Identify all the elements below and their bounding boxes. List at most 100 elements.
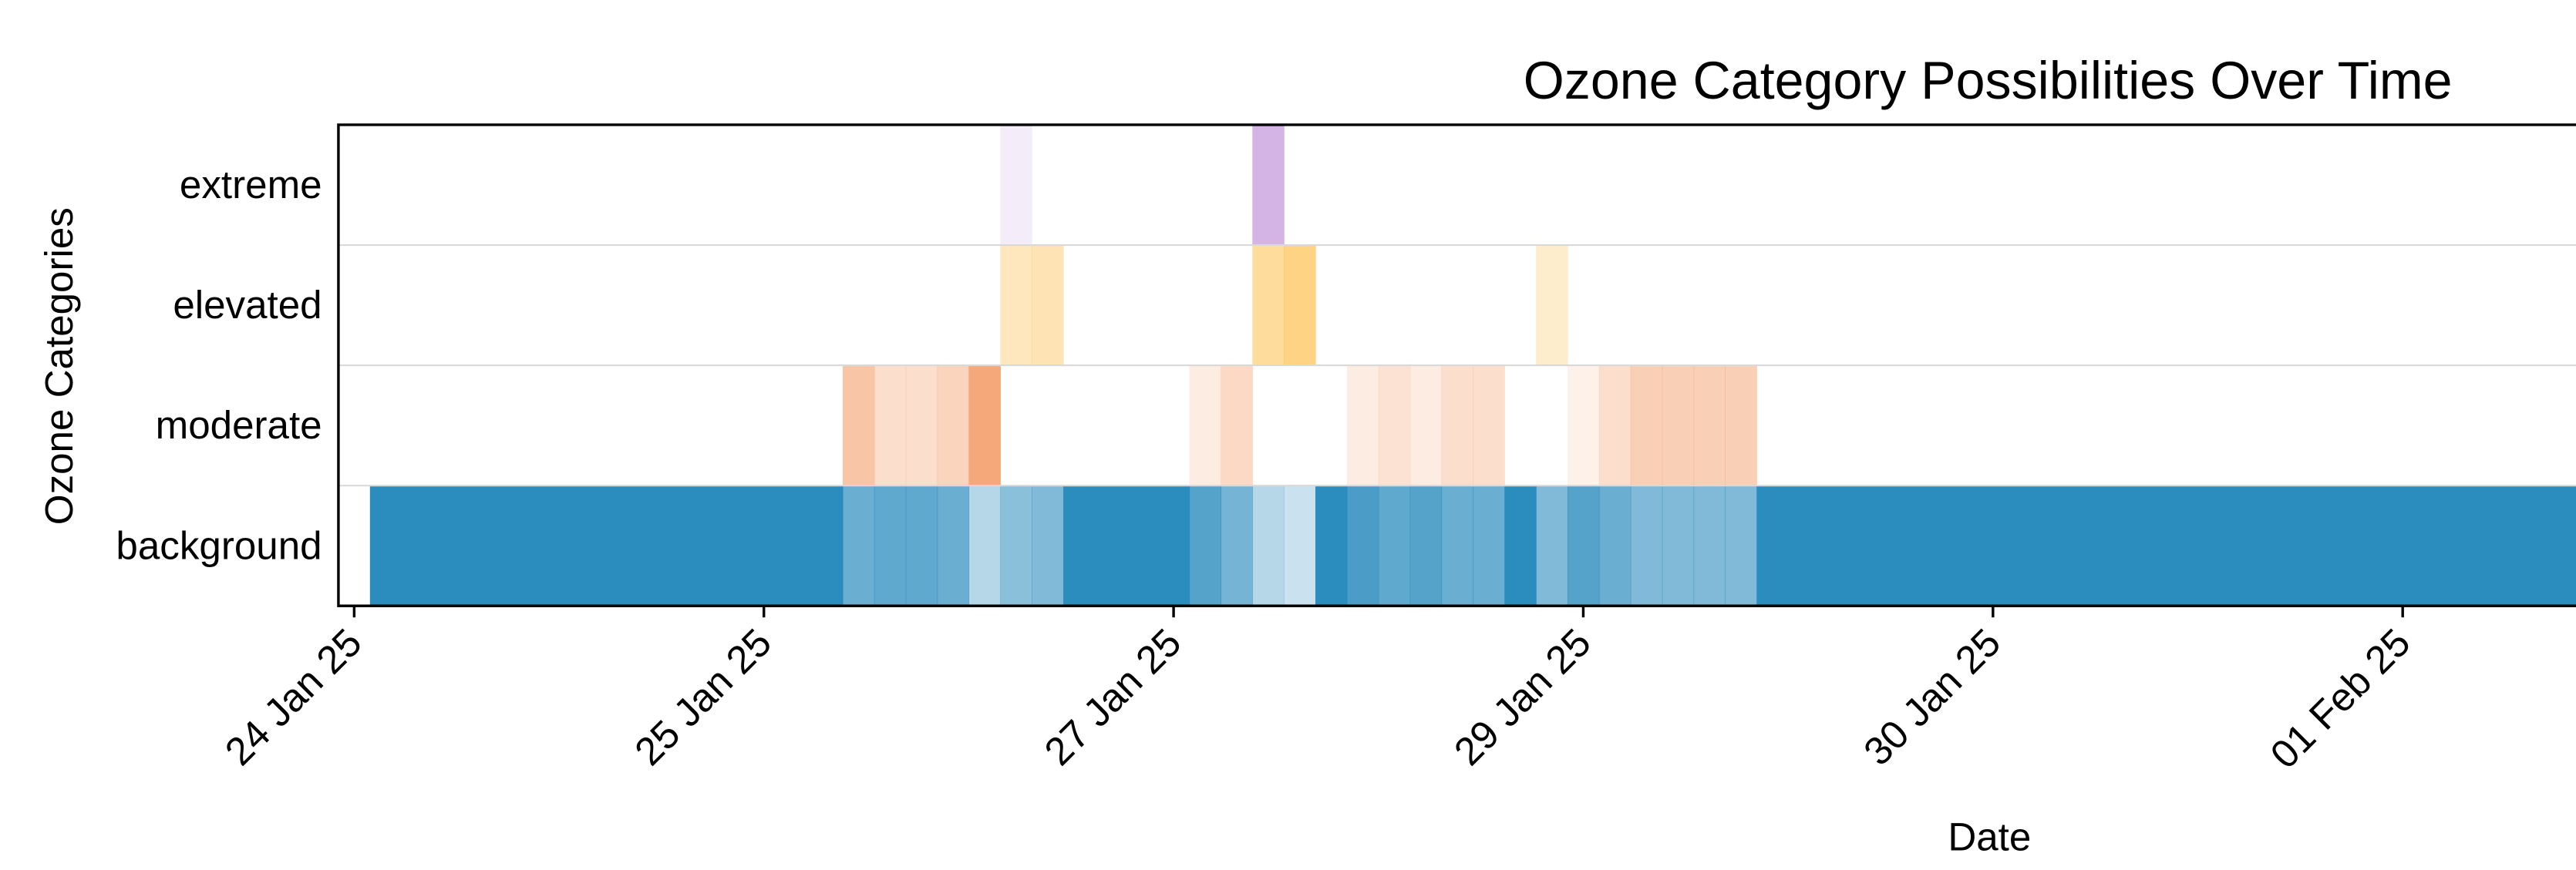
heat-cell xyxy=(2167,125,2199,245)
heat-cell xyxy=(402,365,434,485)
heat-cell xyxy=(1473,125,1505,245)
heat-cell xyxy=(464,485,497,606)
heat-cell xyxy=(2355,485,2388,606)
heat-cell xyxy=(2198,125,2231,245)
heat-cell xyxy=(1504,245,1537,365)
heat-cell xyxy=(1788,125,1820,245)
heat-cell xyxy=(1095,365,1127,485)
heat-cell xyxy=(1788,245,1820,365)
heat-cell xyxy=(842,485,875,606)
heat-cell xyxy=(370,365,402,485)
heat-cell xyxy=(1000,485,1032,606)
heat-cell xyxy=(1630,485,1663,606)
heat-cell xyxy=(1693,485,1726,606)
heat-cell xyxy=(2450,245,2483,365)
heat-cell xyxy=(622,245,655,365)
heat-cell xyxy=(874,485,907,606)
heat-cell xyxy=(1032,365,1064,485)
heat-cell xyxy=(716,245,749,365)
heat-cell xyxy=(338,125,371,245)
heat-cell xyxy=(1977,245,2009,365)
y-axis-label: Ozone Categories xyxy=(37,207,81,525)
heat-cell xyxy=(1883,125,1915,245)
heat-cell xyxy=(905,365,938,486)
heat-cell xyxy=(2387,365,2419,485)
heat-cell xyxy=(2198,365,2231,485)
chart-title: Ozone Category Possibilities Over Time xyxy=(1524,52,2453,110)
heat-cell xyxy=(2513,485,2545,606)
y-tick-label: elevated xyxy=(173,283,322,327)
heat-cell xyxy=(1252,485,1285,606)
heat-cell xyxy=(2324,125,2356,245)
heat-cell xyxy=(1221,365,1253,486)
heat-cell xyxy=(1820,365,1852,485)
heat-cell xyxy=(1977,365,2009,485)
heat-cell xyxy=(1221,125,1253,245)
heat-cell xyxy=(843,125,875,245)
heat-cell xyxy=(653,485,686,606)
heat-cell xyxy=(1284,245,1316,366)
heat-cell xyxy=(433,125,466,245)
heat-cell xyxy=(2292,365,2325,485)
heat-cell xyxy=(2386,485,2419,606)
heat-cell xyxy=(1158,245,1190,365)
heat-cell xyxy=(2167,365,2199,485)
x-tick-label: 24 Jan 25 xyxy=(217,620,370,774)
heat-cell xyxy=(748,365,780,485)
heat-cell xyxy=(842,365,875,486)
heat-cell xyxy=(559,485,591,606)
heat-cell xyxy=(591,365,623,485)
heat-cell xyxy=(1158,125,1190,245)
heat-cell xyxy=(2419,245,2451,365)
heat-cell xyxy=(2197,485,2231,606)
heat-cell xyxy=(2261,125,2293,245)
heat-cell xyxy=(1315,245,1348,365)
heat-cell xyxy=(2292,485,2325,606)
heat-cell xyxy=(1409,485,1443,606)
heat-cell xyxy=(527,245,560,365)
heat-cell xyxy=(402,245,434,365)
heat-cell xyxy=(1599,245,1631,365)
heat-cell xyxy=(338,245,371,365)
heat-cell xyxy=(1221,485,1253,606)
heat-cell xyxy=(1063,485,1096,606)
heat-cell xyxy=(938,245,970,365)
heat-cell xyxy=(811,125,844,245)
heat-cell xyxy=(2040,365,2073,485)
heat-cell xyxy=(2040,245,2073,365)
heat-cell xyxy=(780,365,812,485)
heat-cell xyxy=(1504,365,1537,485)
heat-cell xyxy=(906,125,938,245)
heat-cell xyxy=(1442,125,1474,245)
heat-cell xyxy=(1409,365,1443,486)
heat-cell xyxy=(685,485,718,606)
heat-cell xyxy=(1252,245,1285,366)
heat-cell xyxy=(1725,365,1757,486)
heat-cell xyxy=(1441,365,1474,486)
heat-cell xyxy=(1126,125,1159,245)
heat-cell xyxy=(2513,245,2545,365)
heat-cell xyxy=(2513,365,2545,485)
heat-cell xyxy=(937,485,970,606)
heat-cell xyxy=(968,365,1001,486)
heat-cell xyxy=(1504,485,1537,606)
heat-cell xyxy=(2544,365,2576,485)
heat-cell xyxy=(2324,485,2356,606)
heat-cell xyxy=(1945,485,1978,606)
heat-cell xyxy=(2450,485,2483,606)
heat-cell xyxy=(2166,485,2199,606)
heat-cell xyxy=(968,485,1001,606)
heat-cell xyxy=(685,245,718,365)
heat-cell xyxy=(1977,485,2009,606)
y-tick-label: background xyxy=(116,523,322,567)
heat-cell xyxy=(1063,365,1096,485)
heat-cell xyxy=(1379,245,1411,365)
heat-cell xyxy=(1190,245,1222,365)
heat-cell xyxy=(2103,245,2136,365)
heat-cell xyxy=(811,365,844,485)
heat-cell xyxy=(2103,365,2136,485)
heat-cell xyxy=(1914,485,1947,606)
heat-cell xyxy=(1977,125,2009,245)
x-tick-label: 27 Jan 25 xyxy=(1036,620,1190,774)
